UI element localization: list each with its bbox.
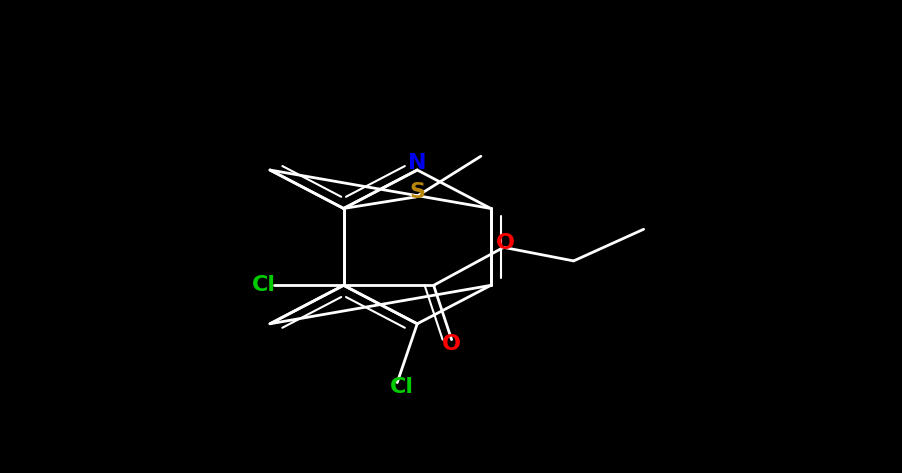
Text: S: S <box>410 183 426 202</box>
Text: N: N <box>408 153 427 173</box>
Text: Cl: Cl <box>252 275 276 295</box>
Text: O: O <box>496 233 515 253</box>
Text: Cl: Cl <box>391 377 414 397</box>
Text: O: O <box>442 334 461 354</box>
